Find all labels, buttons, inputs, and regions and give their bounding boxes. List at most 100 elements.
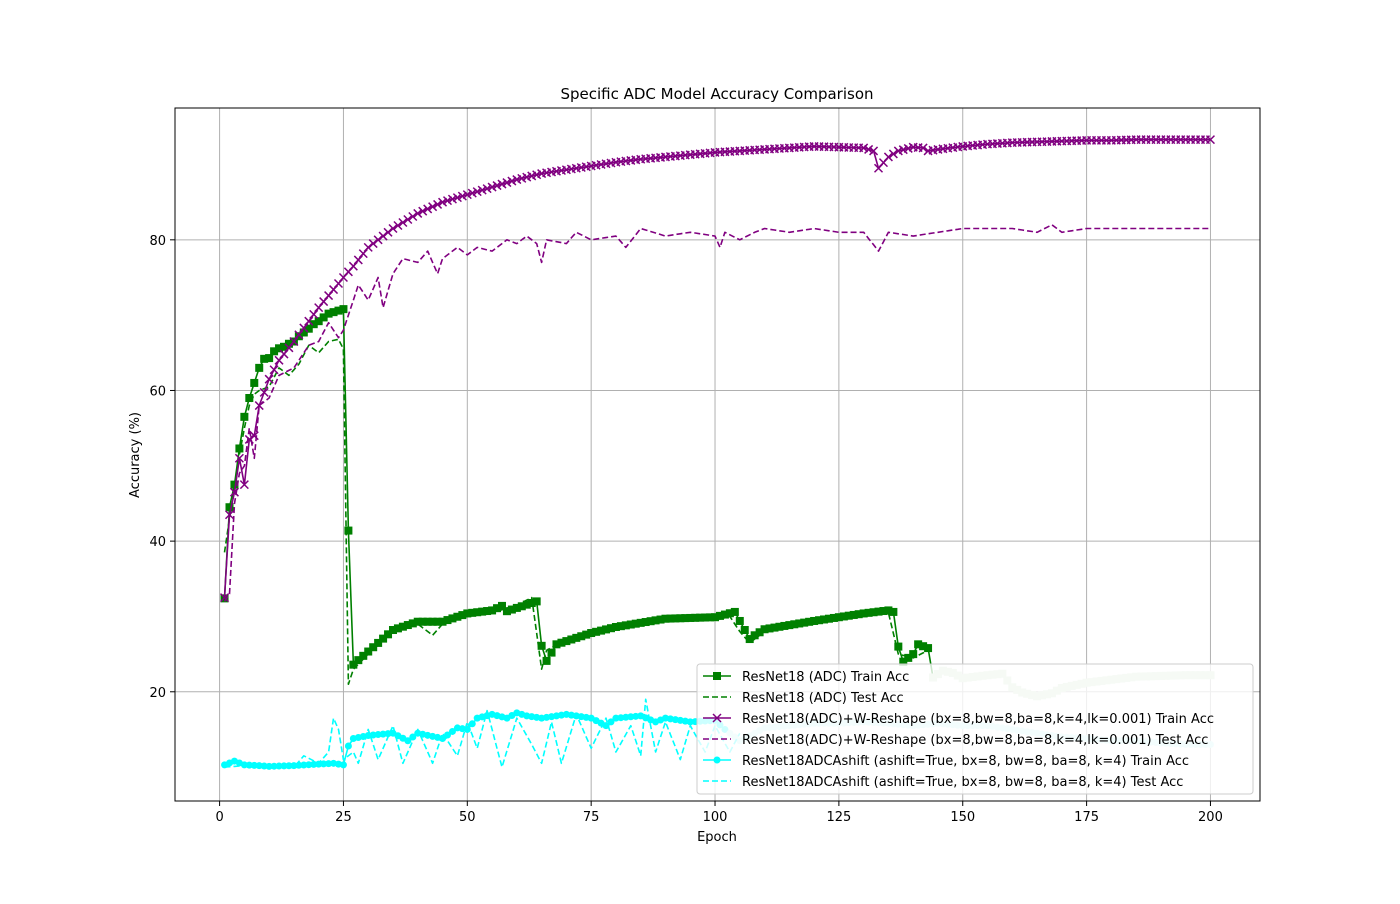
data-point: [245, 761, 253, 769]
data-point: [646, 617, 655, 626]
data-point: [339, 305, 348, 314]
data-point: [467, 188, 477, 198]
data-point: [447, 194, 457, 204]
data-point: [359, 651, 368, 660]
data-point: [745, 635, 754, 644]
data-point: [423, 204, 433, 214]
y-tick-label: 40: [149, 535, 166, 550]
data-point: [403, 621, 412, 630]
data-point: [319, 313, 328, 322]
data-point: [701, 613, 710, 622]
data-point: [255, 363, 264, 372]
data-point: [740, 626, 749, 635]
data-point: [378, 231, 388, 241]
legend-label: ResNet18 (ADC) Train Acc: [742, 670, 909, 685]
data-point: [502, 178, 512, 188]
data-point: [398, 217, 408, 228]
series-line: [224, 698, 741, 768]
data-point: [384, 630, 393, 639]
data-point: [725, 609, 734, 618]
x-tick-label: 100: [703, 810, 728, 825]
data-point: [388, 223, 398, 234]
data-point: [408, 619, 417, 628]
data-point: [582, 630, 591, 639]
data-point: [810, 616, 819, 625]
data-point: [834, 613, 843, 622]
data-point: [235, 444, 244, 453]
data-point: [310, 760, 318, 768]
data-point: [428, 617, 437, 626]
data-point: [264, 374, 274, 384]
data-point: [795, 619, 804, 628]
data-point: [418, 617, 427, 626]
data-point: [671, 614, 680, 623]
data-point: [383, 227, 393, 237]
legend-label: ResNet18ADCAshift (ashift=True, bx=8, bw…: [742, 754, 1189, 769]
data-point: [320, 760, 328, 768]
data-point: [265, 762, 273, 770]
data-point: [364, 647, 373, 656]
data-point: [735, 616, 744, 625]
data-point: [289, 336, 299, 347]
data-point: [869, 608, 878, 617]
data-point: [507, 176, 517, 186]
data-point: [512, 603, 521, 612]
data-point: [488, 606, 497, 615]
data-point: [279, 342, 288, 351]
data-point: [577, 632, 586, 641]
data-point: [760, 625, 769, 634]
data-point: [245, 394, 254, 403]
data-point: [393, 220, 403, 231]
data-point: [641, 618, 650, 627]
data-point: [344, 526, 353, 535]
data-point: [849, 610, 858, 619]
data-point: [304, 316, 314, 326]
x-tick-label: 175: [1074, 810, 1099, 825]
data-point: [820, 615, 829, 624]
data-point: [458, 611, 467, 620]
data-point: [478, 607, 487, 616]
data-point: [919, 642, 928, 651]
data-point: [562, 637, 571, 646]
data-point: [592, 627, 601, 636]
data-point: [369, 643, 378, 652]
data-point: [497, 179, 507, 189]
data-point: [299, 328, 308, 337]
legend-box: [696, 663, 1254, 795]
series-4: [223, 224, 1211, 602]
data-point: [413, 208, 423, 218]
data-point: [483, 607, 492, 616]
data-point: [1205, 135, 1215, 145]
data-point: [750, 631, 759, 640]
data-point: [260, 354, 269, 363]
data-point: [502, 607, 511, 616]
data-point: [686, 613, 695, 622]
x-tick-label: 0: [215, 810, 223, 825]
data-point: [348, 261, 358, 271]
data-point: [284, 343, 294, 353]
x-tick-label: 75: [583, 810, 600, 825]
data-point: [800, 618, 809, 627]
data-point: [333, 278, 344, 289]
data-point: [393, 624, 402, 633]
legend-label: ResNet18(ADC)+W-Reshape (bx=8,bw=8,ba=8,…: [742, 712, 1214, 727]
x-axis-label: Epoch: [697, 830, 737, 845]
legend-marker: [712, 713, 722, 723]
data-point: [403, 214, 413, 225]
data-point: [349, 660, 358, 669]
x-tick-label: 50: [459, 810, 476, 825]
data-point: [304, 324, 313, 333]
data-point: [869, 146, 879, 156]
data-point: [493, 604, 502, 613]
data-point: [339, 761, 347, 769]
series-6: [224, 698, 741, 768]
data-point: [482, 184, 492, 194]
data-point: [829, 613, 838, 622]
x-tick-label: 200: [1198, 810, 1223, 825]
data-point: [259, 387, 269, 397]
data-point: [686, 718, 694, 726]
data-point: [909, 650, 918, 659]
data-point: [234, 453, 244, 463]
data-point: [839, 612, 848, 621]
